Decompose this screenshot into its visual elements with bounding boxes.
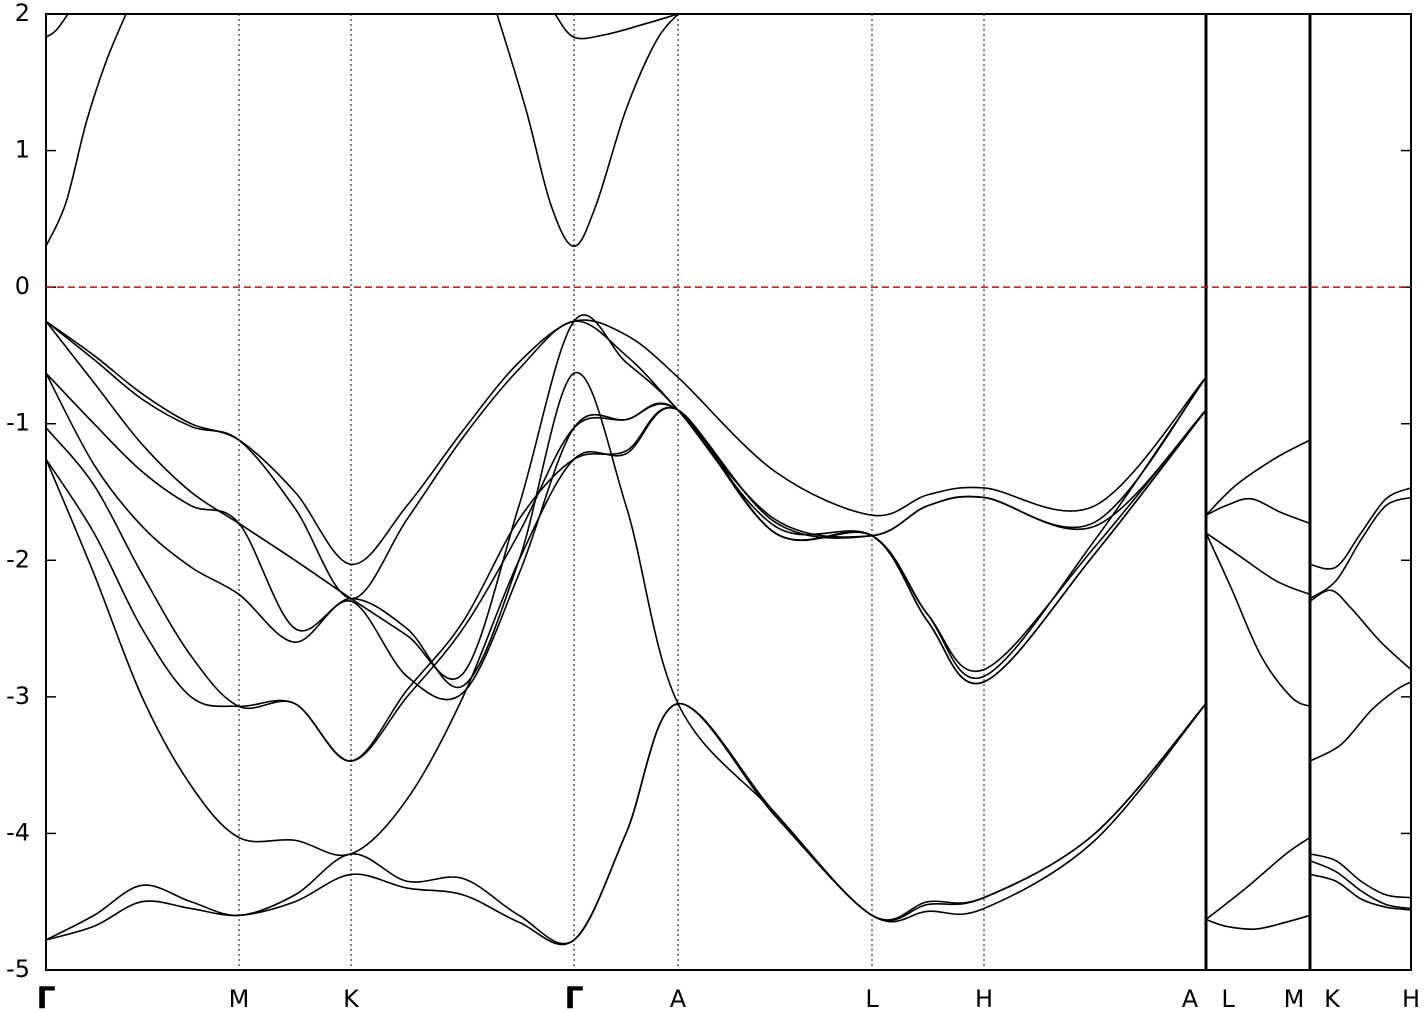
band <box>1205 914 1311 930</box>
band <box>46 371 1207 921</box>
band <box>1309 681 1411 762</box>
y-tick-label: 1 <box>15 136 30 164</box>
x-tick-label: A <box>670 985 687 1013</box>
y-tick-label: -5 <box>6 955 30 983</box>
bands <box>46 14 1411 946</box>
band <box>46 14 127 247</box>
band <box>46 376 1207 762</box>
x-tick-label: L <box>865 985 879 1013</box>
y-tick-label: -1 <box>6 409 30 437</box>
band <box>1205 836 1311 921</box>
band <box>1309 853 1411 899</box>
x-tick-label: L <box>1221 985 1235 1013</box>
band <box>554 14 679 40</box>
x-tick-label: Γ <box>36 982 55 1013</box>
y-tick-label: 2 <box>15 0 30 27</box>
band <box>46 407 1207 857</box>
x-tick-label: K <box>343 985 360 1013</box>
band <box>46 403 1207 762</box>
band <box>1309 860 1411 910</box>
band <box>496 14 679 247</box>
x-tick-label: M <box>229 985 250 1013</box>
y-tick-label: -3 <box>6 682 30 710</box>
band <box>1205 439 1311 516</box>
band <box>1309 589 1411 671</box>
band <box>46 314 1207 680</box>
band <box>1309 487 1411 570</box>
band <box>1309 873 1411 911</box>
band <box>1309 496 1411 600</box>
y-tick-label: -2 <box>6 545 30 573</box>
x-tick-label: Γ <box>564 982 583 1013</box>
band <box>46 702 1207 946</box>
x-tick-label: K <box>1324 985 1341 1013</box>
x-tick-label: H <box>1402 985 1420 1013</box>
band <box>1205 497 1311 525</box>
plot-frame <box>45 13 1412 971</box>
y-tick-label: 0 <box>15 272 30 300</box>
band <box>46 14 69 38</box>
x-tick-label: A <box>1182 985 1199 1013</box>
x-tick-label: H <box>975 985 993 1013</box>
y-tick-label: -4 <box>6 818 30 846</box>
band <box>46 319 1207 566</box>
band <box>1205 532 1311 708</box>
band <box>1205 532 1311 596</box>
band <box>46 372 1207 701</box>
x-tick-label: M <box>1284 985 1305 1013</box>
